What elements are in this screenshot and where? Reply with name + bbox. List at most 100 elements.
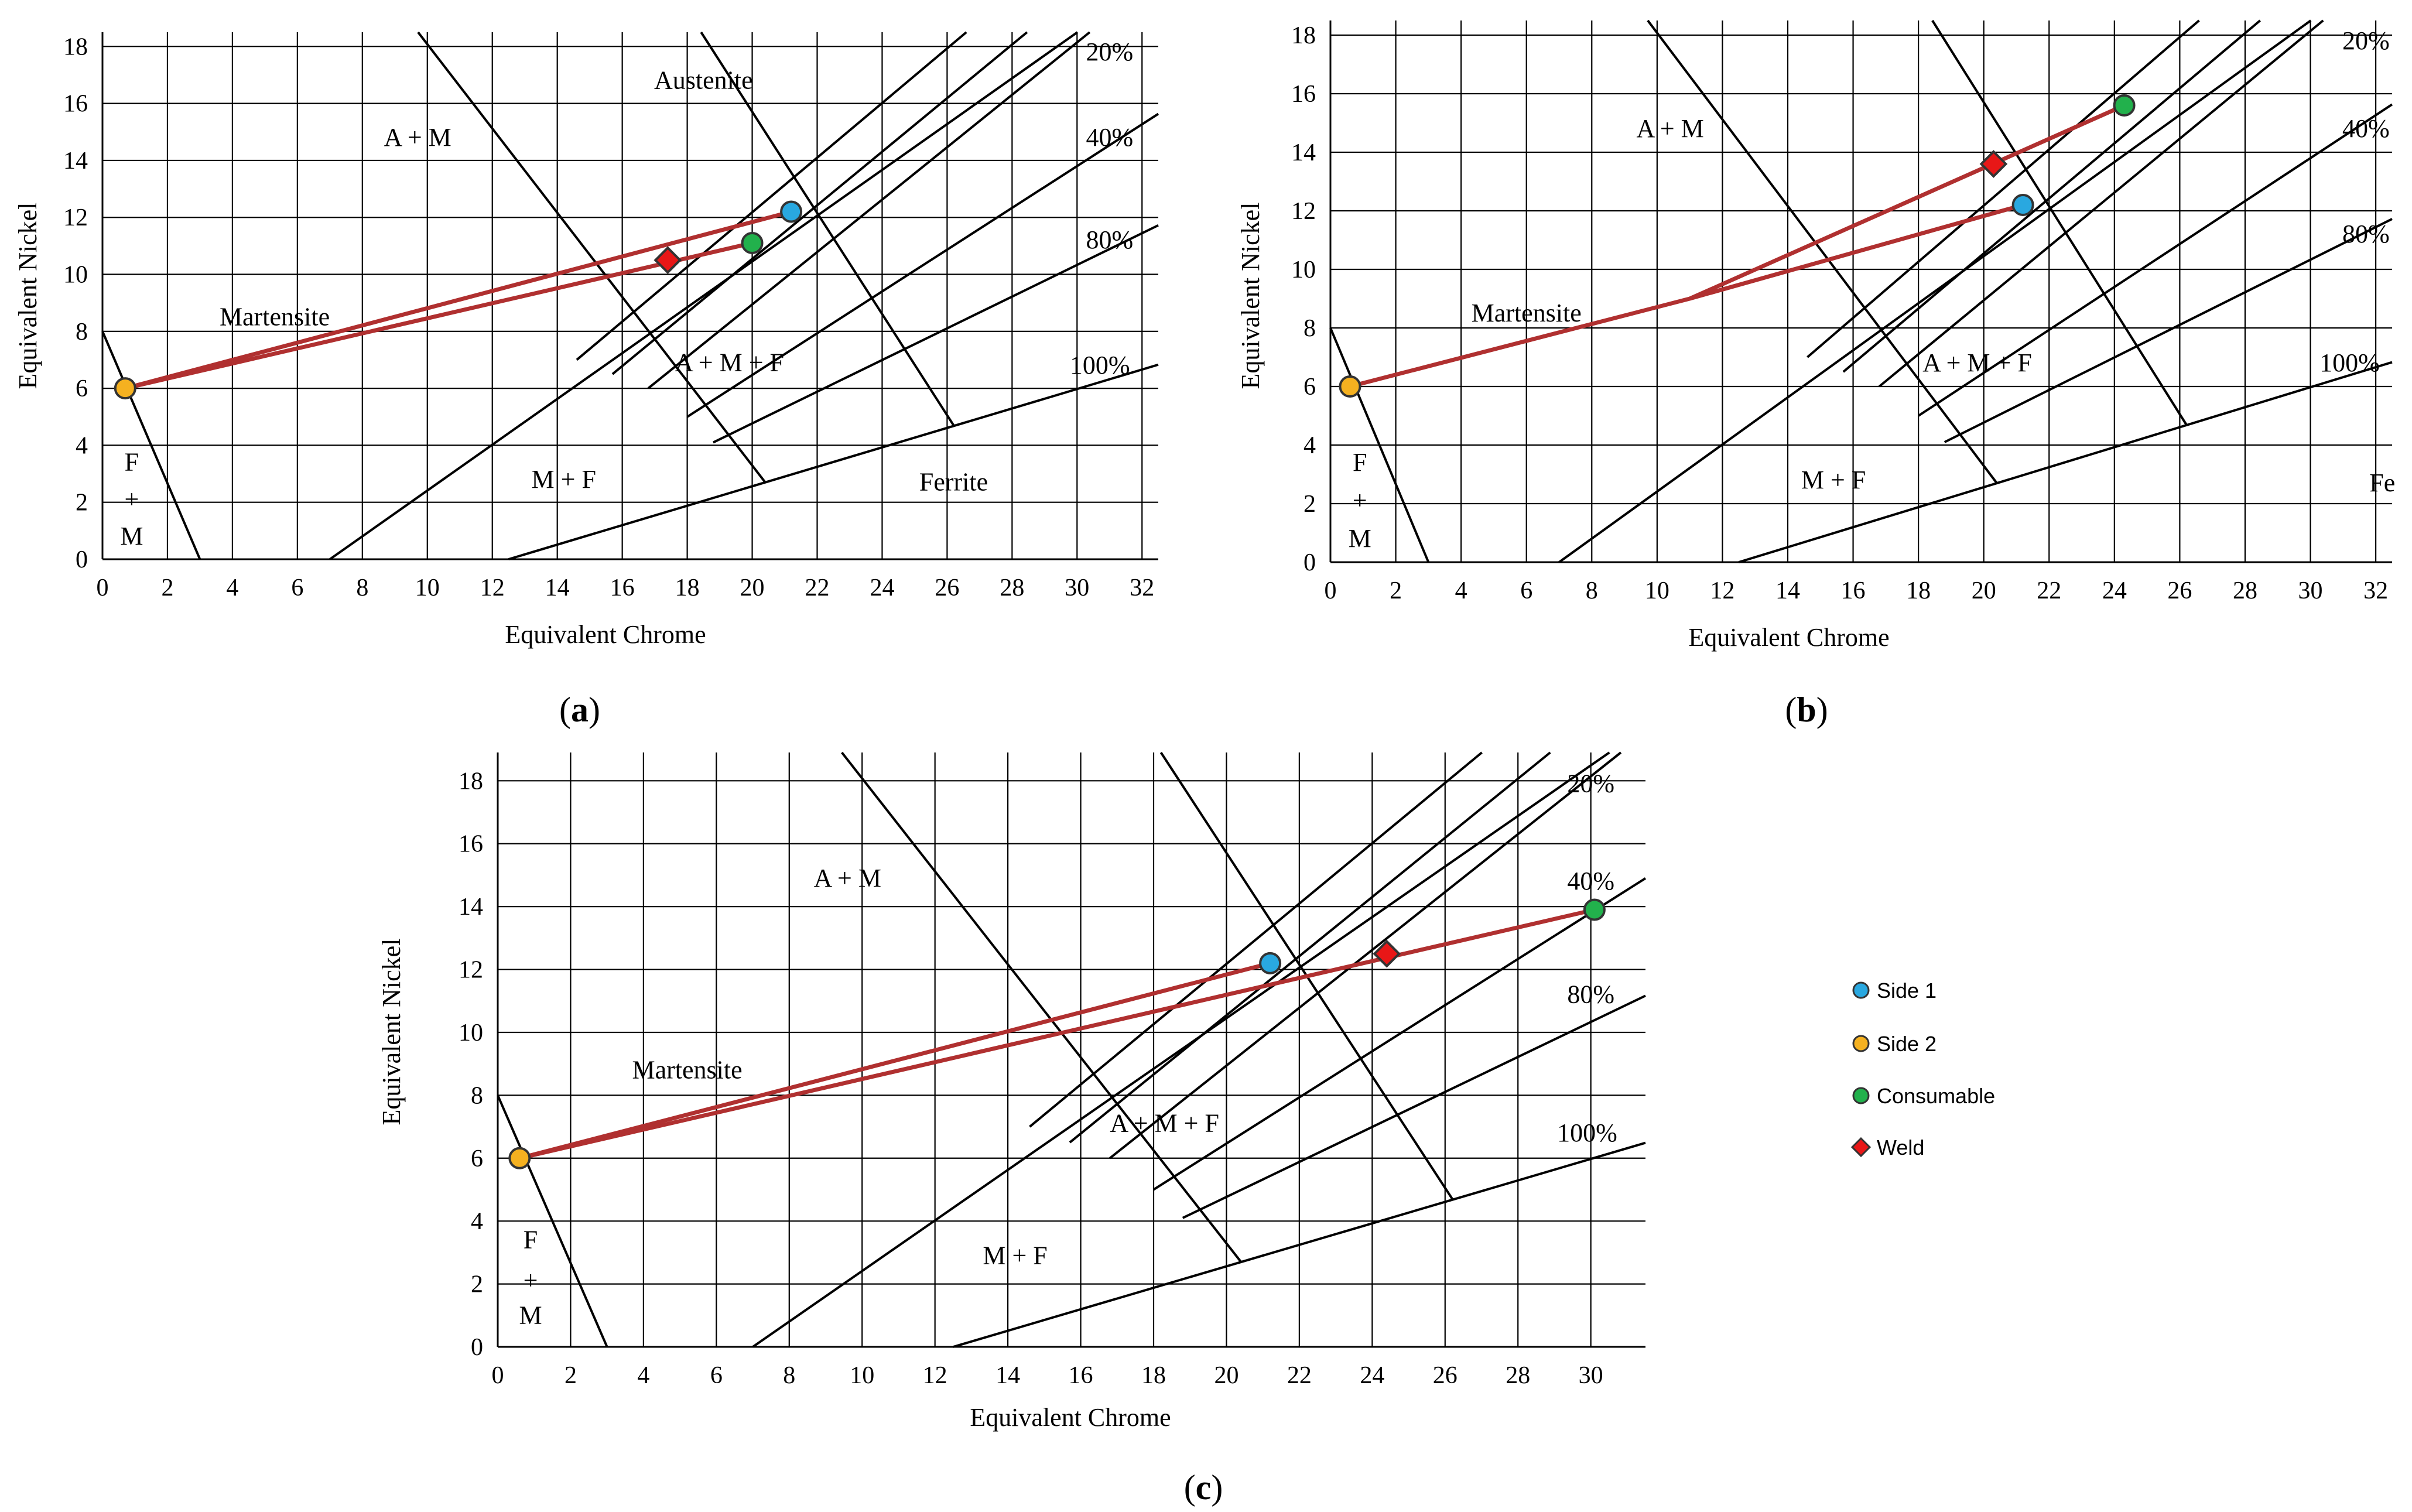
panel-b-y-tick-label: 2 [1303,491,1316,518]
panel-b-y-tick-label: 10 [1291,256,1316,283]
panel-a-region-label: F [125,448,139,477]
panel-a-region-label: Martensite [220,302,330,331]
panel-b-plot-area [1329,19,2393,563]
panel-b-x-axis-title: Equivalent Chrome [1688,623,1889,652]
panel-c-x-tick-label: 0 [492,1362,504,1389]
panel-a-y-tick-label: 18 [63,33,88,60]
panel-a-x-tick-label: 18 [675,574,700,601]
panel-a-region-label: Austenite [654,66,753,95]
panel-c-phase-boundary-line [1069,751,1551,1144]
panel-a-point-side-1 [780,200,803,223]
panel-c-region-label: A + M + F [1110,1109,1219,1138]
panel-a-phase-boundary-line [611,31,1028,375]
panel-a-y-tick-label: 2 [76,490,88,516]
panel-a-caption: (a) [559,690,600,729]
panel-a-region-label: Ferrite [919,468,988,497]
panel-c-y-tick-label: 0 [471,1334,483,1361]
panel-c-ferrite-percent-label: 100% [1557,1118,1617,1147]
panel-b-x-tick-label: 20 [1972,577,1996,604]
panel-b-x-tick-label: 32 [2363,577,2388,604]
panel-b-x-tick-label: 24 [2102,577,2127,604]
panel-b-x-tick-label: 8 [1586,577,1598,604]
panel-b-phase-boundary-line [1918,103,2393,417]
panel-c-y-tick-label: 14 [459,894,483,921]
panel-c-x-axis-title: Equivalent Chrome [970,1403,1171,1432]
panel-c-x-tick-label: 30 [1579,1362,1603,1389]
panel-a-phase-boundary-line [713,224,1159,444]
panel-c-point-consumable [1583,898,1606,921]
panel-a-x-tick-label: 4 [226,574,238,601]
panel-c-x-tick-label: 12 [923,1362,947,1389]
panel-b-point-side-1 [2011,194,2034,216]
panel-c-caption: (c) [1184,1468,1223,1507]
panel-a-phase-boundary-line [576,31,967,361]
panel-b-phase-boundary-line [1558,19,2312,563]
panel-c-y-tick-label: 4 [471,1208,483,1235]
panel-b-phase-boundary-line [1738,361,2393,563]
legend-label-side-1: Side 1 [1877,979,1937,1003]
panel-b-region-label: M [1349,524,1371,553]
panel-a-x-tick-label: 28 [1000,574,1024,601]
panel-a-x-tick-label: 6 [291,574,303,601]
panel-b-y-axis-title: Equivalent Nickel [1236,203,1265,389]
panel-c-region-label: M [519,1301,542,1329]
panel-b-phase-boundary-line [1842,19,2261,373]
panel-a-ferrite-percent-label: 20% [1086,37,1133,66]
panel-c-y-tick-label: 8 [471,1082,483,1109]
panel-a-phase-boundary-line [101,331,201,560]
panel-c-y-tick-label: 16 [459,831,483,858]
panel-c-y-tick-label: 18 [459,768,483,795]
panel-c-region-label: M + F [983,1241,1047,1270]
panel-a-phase-boundary-line [647,31,1091,389]
panel-b-caption: (b) [1785,690,1828,729]
panel-c-x-tick-label: 20 [1214,1362,1238,1389]
panel-b-ferrite-percent-label: 20% [2342,26,2390,55]
panel-c-ferrite-percent-label: 20% [1567,769,1614,798]
panel-b-ferrite-percent-label: 40% [2342,114,2390,143]
panel-b-region-label: + [1353,486,1367,515]
panel-a-point-consumable [741,232,764,254]
panel-a-x-tick-label: 8 [356,574,368,601]
legend-label-weld: Weld [1877,1135,1924,1159]
panel-c-y-axis-title: Equivalent Nickel [377,939,406,1126]
panel-a-ferrite-percent-label: 40% [1086,123,1133,152]
panel-a-x-tick-label: 26 [935,574,959,601]
panel-c-point-side-1 [1259,952,1282,974]
panel-b-point-weld [1979,150,2008,178]
legend-item-consumable: Consumable [1852,1084,1995,1108]
panel-b-phase-boundary-line [1944,218,2393,443]
panel-b-x-tick-label: 14 [1775,577,1800,604]
legend-label-side-2: Side 2 [1877,1032,1937,1056]
panel-c-letter: c [1196,1468,1212,1507]
legend: Side 1 Side 2 Consumable Weld [1850,979,1995,1159]
panel-a-phase-boundary-line [417,31,767,483]
legend-marker-weld [1850,1137,1872,1158]
panel-b-point-consumable [2113,94,2136,117]
panel-b-phase-boundary-line [1647,19,1998,484]
panel-c-phase-boundary-line [752,751,1610,1348]
panel-c-phase-boundary-line [1182,994,1646,1219]
panel-a-y-tick-label: 0 [76,546,88,573]
panel-c-dilution-line [519,961,1271,1161]
panel-b-x-tick-label: 28 [2233,577,2257,604]
panel-b-y-tick-label: 14 [1291,139,1316,166]
panel-c-region-label: A + M [814,864,881,892]
panel-a-region-label: M + F [532,465,596,494]
panel-c-y-tick-label: 10 [459,1020,483,1046]
panel-c-region-label: F [524,1225,538,1254]
legend-item-weld: Weld [1850,1135,1924,1159]
panel-a-point-side-2 [114,377,136,400]
panel-c-x-tick-label: 28 [1506,1362,1530,1389]
panel-a-region-label: A + M [384,123,451,152]
panel-a-y-tick-label: 8 [76,319,88,345]
panel-b-region-label: A + M [1637,114,1704,143]
panel-b-x-tick-label: 16 [1841,577,1866,604]
panel-c-x-tick-label: 18 [1141,1362,1166,1389]
panel-b-y-tick-label: 0 [1303,549,1316,576]
panel-b-y-tick-label: 18 [1291,22,1316,49]
panel-c-x-tick-label: 22 [1287,1362,1312,1389]
panel-a-y-tick-label: 16 [63,91,88,118]
panel-c-x-tick-label: 16 [1069,1362,1093,1389]
panel-b-y-tick-label: 12 [1291,198,1316,225]
